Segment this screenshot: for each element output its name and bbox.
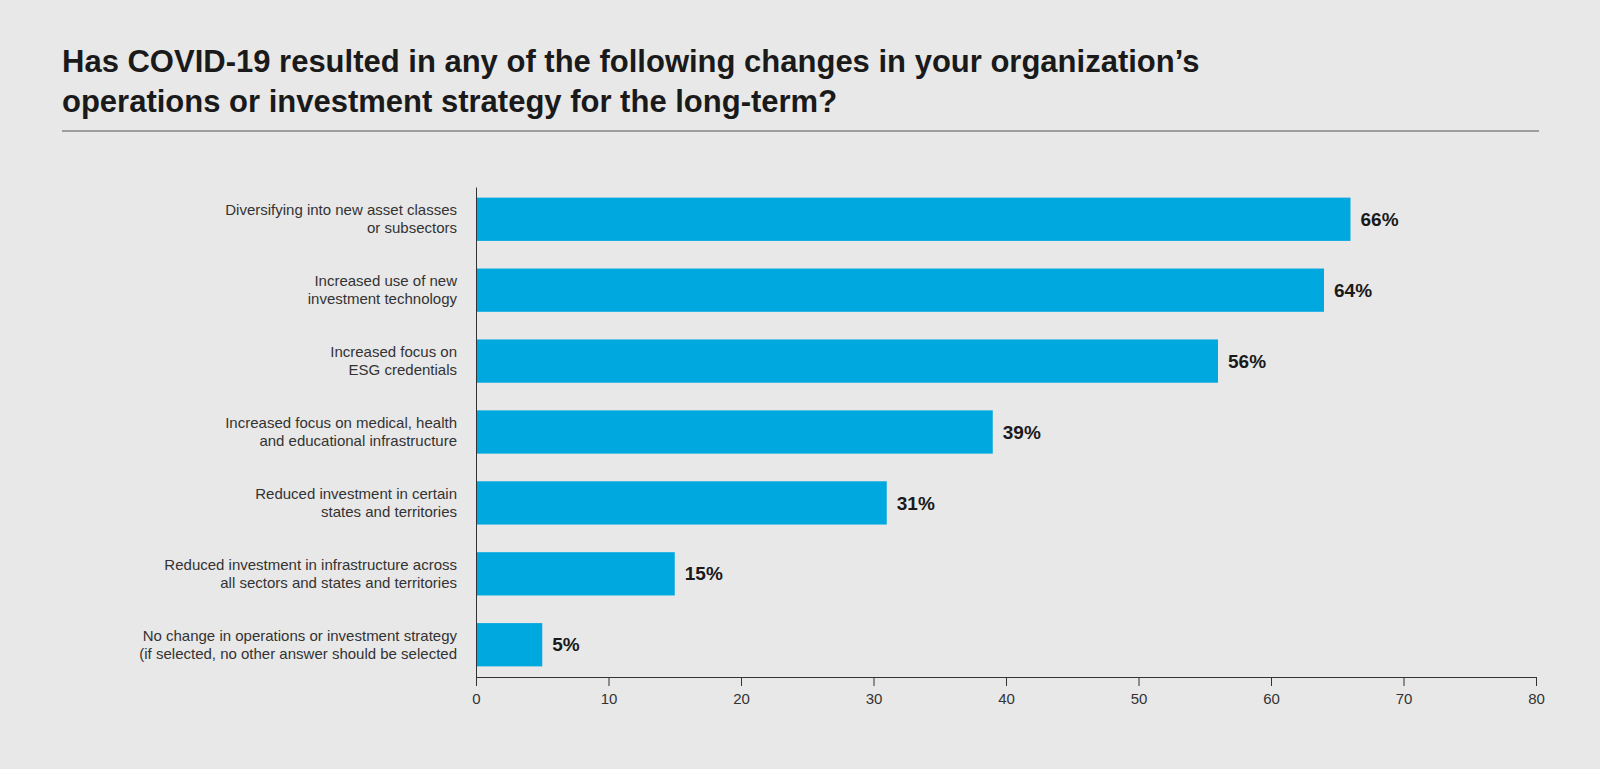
- data-label: 66%: [1361, 209, 1399, 230]
- x-tick-mark: [609, 677, 610, 686]
- data-label: 39%: [1003, 422, 1041, 443]
- x-tick: 10: [601, 677, 618, 707]
- x-tick: 60: [1263, 677, 1280, 707]
- bar: [476, 481, 887, 524]
- data-label: 5%: [552, 634, 580, 655]
- y-tick: Increased focus onESG credentials: [330, 343, 476, 378]
- bar: [476, 623, 542, 666]
- y-tick-label-line: Increased use of new: [314, 272, 457, 289]
- y-tick-label-line: states and territories: [321, 503, 457, 520]
- y-tick: Reduced investment in infrastructure acr…: [164, 556, 476, 591]
- y-tick-label-line: No change in operations or investment st…: [143, 627, 458, 644]
- bar: [476, 269, 1324, 312]
- y-tick: Increased focus on medical, healthand ed…: [225, 414, 476, 449]
- bar: [476, 552, 675, 595]
- x-tick: 0: [472, 677, 480, 707]
- x-tick-label: 50: [1131, 690, 1148, 707]
- x-tick-mark: [476, 677, 477, 686]
- y-tick-label-line: Diversifying into new asset classes: [225, 201, 457, 218]
- y-tick-label: Diversifying into new asset classesor su…: [225, 201, 457, 236]
- y-tick-label-line: Increased focus on medical, health: [225, 414, 457, 431]
- chart: Has COVID-19 resulted in any of the foll…: [0, 0, 1600, 769]
- x-tick-label: 0: [472, 690, 480, 707]
- x-tick-mark: [1536, 677, 1537, 686]
- x-axis: 0 10 20 30 40 50 60 70 80: [472, 677, 1545, 707]
- x-tick-mark: [1404, 677, 1405, 686]
- y-tick-label-line: all sectors and states and territories: [220, 574, 457, 591]
- bar: [476, 198, 1351, 241]
- y-tick-label-line: and educational infrastructure: [259, 432, 457, 449]
- y-tick-label-line: Increased focus on: [330, 343, 457, 360]
- bar: [476, 410, 993, 453]
- x-tick-label: 80: [1528, 690, 1545, 707]
- y-tick-label: Increased use of newinvestment technolog…: [308, 272, 458, 307]
- y-tick: Reduced investment in certainstates and …: [255, 485, 476, 520]
- title-rule: [62, 131, 1539, 132]
- title-line: Has COVID-19 resulted in any of the foll…: [62, 44, 1199, 79]
- x-tick: 80: [1528, 677, 1545, 707]
- y-tick-label: No change in operations or investment st…: [139, 627, 457, 662]
- x-tick: 30: [866, 677, 883, 707]
- x-tick: 70: [1396, 677, 1413, 707]
- y-tick-label: Reduced investment in infrastructure acr…: [164, 556, 457, 591]
- x-tick-label: 20: [733, 690, 750, 707]
- background: [0, 0, 1600, 769]
- x-tick-mark: [1139, 677, 1140, 686]
- title-line: operations or investment strategy for th…: [62, 84, 837, 119]
- y-tick-label: Increased focus on medical, healthand ed…: [225, 414, 457, 449]
- x-tick-mark: [741, 677, 742, 686]
- bar: [476, 339, 1218, 382]
- y-tick-label-line: investment technology: [308, 290, 458, 307]
- y-tick: No change in operations or investment st…: [139, 627, 476, 662]
- x-tick: 40: [998, 677, 1015, 707]
- bars: [476, 198, 1351, 667]
- x-tick-label: 10: [601, 690, 618, 707]
- data-label: 64%: [1334, 280, 1372, 301]
- x-tick: 50: [1131, 677, 1148, 707]
- x-tick-label: 70: [1396, 690, 1413, 707]
- data-labels: 66% 64% 56% 39% 31% 15% 5%: [552, 209, 1398, 655]
- y-tick-label: Increased focus onESG credentials: [330, 343, 457, 378]
- y-axis: Diversifying into new asset classesor su…: [139, 188, 476, 678]
- x-tick-mark: [1006, 677, 1007, 686]
- y-tick-label-line: or subsectors: [367, 219, 457, 236]
- data-label: 56%: [1228, 351, 1266, 372]
- y-tick-label-line: ESG credentials: [349, 361, 457, 378]
- y-tick: Diversifying into new asset classesor su…: [225, 201, 476, 236]
- y-tick-label-line: Reduced investment in infrastructure acr…: [164, 556, 457, 573]
- x-tick-label: 30: [866, 690, 883, 707]
- x-tick: 20: [733, 677, 750, 707]
- y-tick-label: Reduced investment in certainstates and …: [255, 485, 457, 520]
- x-tick-label: 40: [998, 690, 1015, 707]
- title: Has COVID-19 resulted in any of the foll…: [62, 44, 1199, 119]
- y-tick-label-line: (if selected, no other answer should be …: [139, 645, 457, 662]
- data-label: 15%: [685, 563, 723, 584]
- x-tick-mark: [874, 677, 875, 686]
- x-tick-label: 60: [1263, 690, 1280, 707]
- data-label: 31%: [897, 493, 935, 514]
- y-tick: Increased use of newinvestment technolog…: [308, 272, 476, 307]
- x-tick-mark: [1271, 677, 1272, 686]
- y-axis-line: [476, 188, 477, 678]
- y-tick-label-line: Reduced investment in certain: [255, 485, 457, 502]
